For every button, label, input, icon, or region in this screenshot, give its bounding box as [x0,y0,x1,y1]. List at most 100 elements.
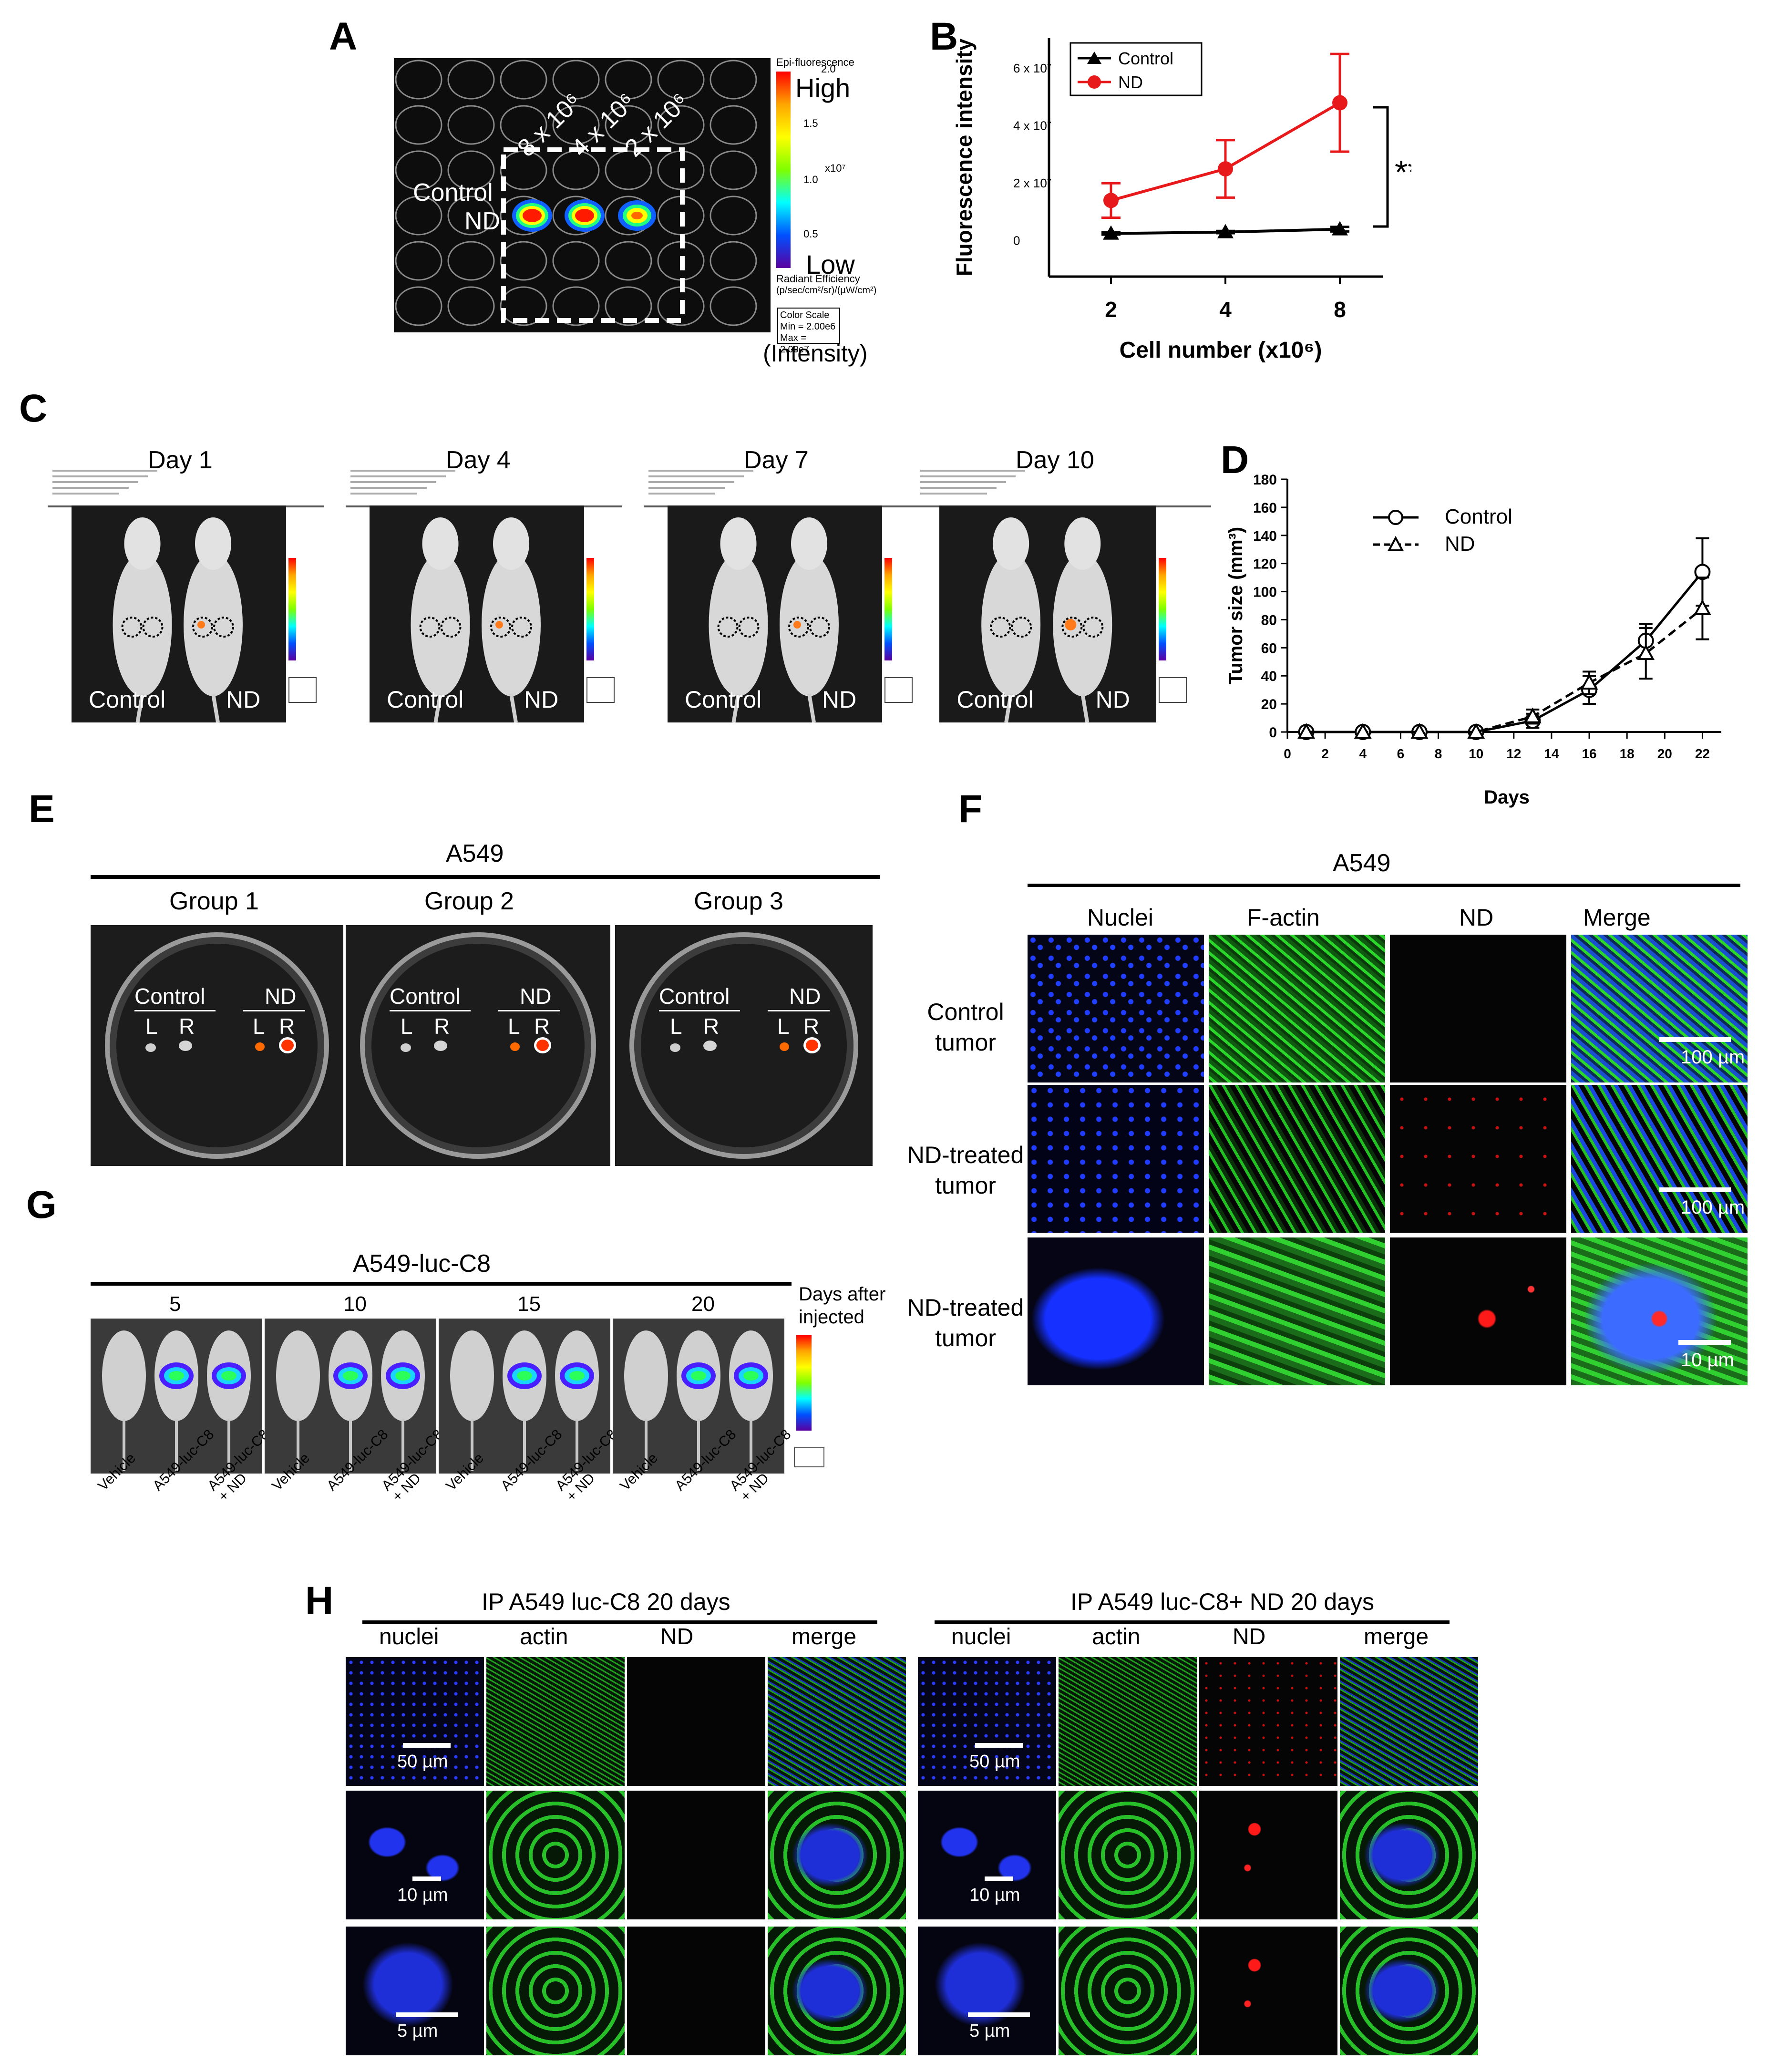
color-scale-line-2: Min = 2.00e6 [780,321,836,332]
nd-rule [243,1010,305,1011]
label-nd: ND [520,984,552,1009]
scale-bar [412,1876,441,1881]
scale-bar-label: 100 µm [1681,1197,1745,1218]
cb-low: Low [806,249,855,279]
scale-bar-label: 5 µm [397,2021,438,2041]
panel-f-title-rule [1028,884,1740,887]
cb-tick-1-0: 1.0 [803,174,818,186]
panel-e-title-rule [91,875,880,879]
scale-bar-label: 5 µm [969,2021,1010,2041]
d-x-tick-label: 4 [1359,746,1367,761]
group-label-2: Group 2 [424,887,514,915]
h-micrograph [1340,1657,1478,1786]
h-col-header: merge [1364,1624,1429,1649]
well [710,196,757,236]
bioluminescence-image-3 [613,1319,784,1474]
label-nd: ND [265,984,297,1009]
b-significance-bracket [1373,106,1389,228]
d-point-nd [1297,722,1315,739]
d-x-tick-label: 18 [1620,746,1635,761]
d-x-axis-label: Days [1484,787,1530,808]
panel-f-title: A549 [1333,849,1391,877]
well [710,60,757,100]
radiant-efficiency-unit: (p/sec/cm²/sr)/(µW/cm²) [776,285,877,296]
header-text-line [648,481,734,483]
header-text-line [920,487,997,489]
day-label-1: 10 [343,1292,367,1316]
h-micrograph [1199,1927,1337,2055]
well [710,105,757,145]
h-micrograph [768,1791,906,1919]
control-rule [134,1010,216,1011]
panel-label-e: E [29,787,55,831]
lum-signal-inner [343,1371,358,1381]
header-text-line [52,487,129,489]
h-micrograph [627,1657,765,1786]
panel-label-a: A [329,15,358,58]
mouse-head [791,517,827,570]
d-x-tick-label: 12 [1506,746,1521,761]
tumor-circle [1011,617,1032,638]
d-legend-marker-nd [1387,536,1404,551]
b-legend-label-control: Control [1118,49,1173,68]
well [552,60,600,100]
d-y-tick-label: 40 [1261,669,1277,684]
mouse-tail [135,693,144,722]
bioluminescence-image-2 [439,1319,610,1474]
column-header-3: Merge [1583,904,1651,931]
h-micrograph [1340,1791,1478,1919]
cb-max: 2.0 [821,63,836,75]
panel-g-scale-box [794,1447,824,1467]
mouse-body [482,553,541,696]
label-l: L [253,1014,265,1039]
nd-signal [793,621,801,629]
tumor-circle [142,617,164,638]
scale-bar [1678,1340,1731,1345]
b-y-axis-label: Fluorescence intensity [952,38,977,276]
scale-bar-label: 50 µm [969,1752,1020,1772]
header-text-line [920,470,1025,472]
well [605,105,652,145]
header-text-line [350,475,446,477]
nd-signal [1065,619,1077,630]
radiant-efficiency-title: Radiant Efficiency [776,273,860,285]
lum-signal-inner [743,1371,759,1381]
d-x-tick-label: 20 [1657,746,1672,761]
h-col-header: ND [660,1624,694,1649]
d-y-tick-label: 80 [1261,612,1277,628]
label-l: L [508,1014,520,1039]
h-micrograph [627,1927,765,2055]
well [395,241,442,281]
h-micrograph [346,1791,484,1919]
b-point-nd [1332,95,1347,111]
header-text-line [52,470,157,472]
mouse-body [184,553,243,696]
imaging-header [920,470,1206,503]
well [710,150,757,190]
b-x-tick-label: 2 [1105,297,1117,322]
b-point-nd [1103,193,1119,208]
panel-label-f: F [958,787,983,831]
h-micrograph [346,1927,484,2055]
mouse-head [195,517,231,570]
d-x-tick-label: 16 [1582,746,1596,761]
panel-label-b: B [930,15,958,58]
well [447,105,495,145]
scale-bar-label: 10 µm [397,1885,448,1905]
tumor-spot [401,1043,411,1052]
micrograph-r0-c3 [1571,935,1748,1082]
h-micrograph [918,1927,1056,2055]
scale-bar [975,1743,1023,1748]
b-legend-label-nd: ND [1118,72,1143,92]
b-y-tick-label: 0 [1013,234,1020,248]
h-col-header: actin [1092,1624,1141,1649]
column-header-0: Nuclei [1087,904,1153,931]
mouse-head [993,517,1029,570]
label-l: L [777,1014,790,1039]
d-point-nd [1523,707,1542,723]
well [552,241,600,281]
well [552,105,600,145]
d-y-tick-label: 60 [1261,640,1277,656]
lum-signal-inner [569,1371,585,1381]
petri-dish [629,932,858,1159]
